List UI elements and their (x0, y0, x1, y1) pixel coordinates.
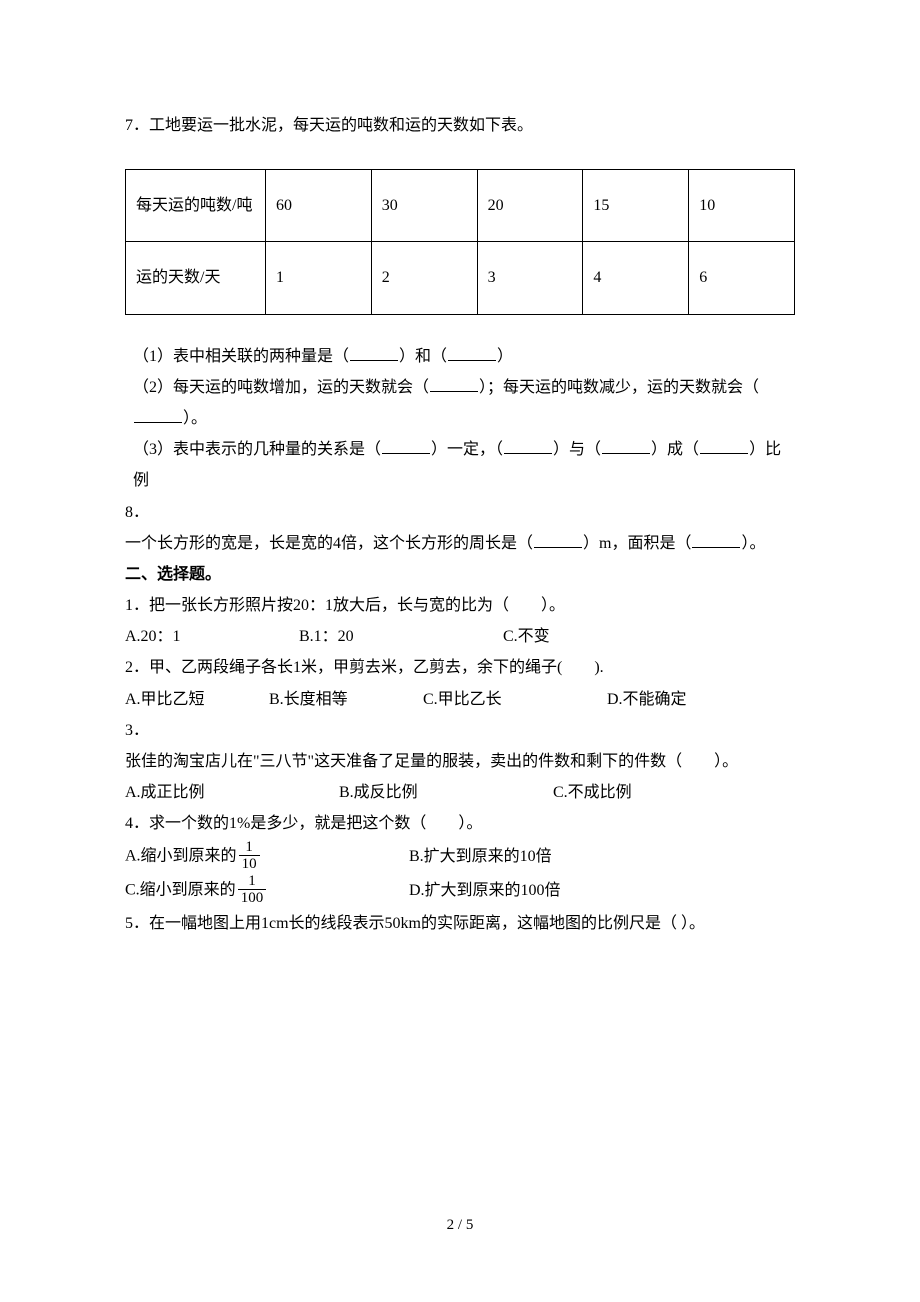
option-c: C.缩小到原来的1100 (125, 874, 405, 908)
text: （2）每天运的吨数增加，运的天数就会（ (133, 379, 429, 396)
text: （1）表中相关联的两种量是（ (133, 348, 349, 365)
q7-sub1: （1）表中相关联的两种量是（ ）和（ ） (125, 341, 795, 372)
cell: 1 (266, 242, 372, 314)
option-c: C.甲比乙长 (423, 684, 603, 715)
q7-intro: 7．工地要运一批水泥，每天运的吨数和运的天数如下表。 (125, 110, 795, 141)
s2q4-row1: A.缩小到原来的110 B.扩大到原来的10倍 (125, 840, 795, 874)
text: C.缩小到原来的 (125, 881, 236, 898)
cell: 10 (689, 170, 795, 242)
option-b: B.成反比例 (339, 777, 549, 808)
s2q3-stem: 张佳的淘宝店儿在"三八节"这天准备了足量的服装，卖出的件数和剩下的件数（ ）。 (125, 746, 795, 777)
text: ）与（ (553, 441, 601, 458)
text: ）一定，（ (431, 441, 503, 458)
text: ）。 (681, 915, 705, 932)
fraction: 110 (239, 839, 260, 873)
blank (382, 438, 430, 454)
blank (602, 438, 650, 454)
s2q1-options: A.20：1 B.1：20 C.不变 (125, 621, 795, 652)
denominator: 100 (238, 890, 267, 907)
text: ）。 (741, 535, 765, 552)
blank (134, 407, 182, 423)
option-d: D.不能确定 (607, 684, 687, 715)
row2-label: 运的天数/天 (126, 242, 266, 314)
cell: 60 (266, 170, 372, 242)
cell: 30 (371, 170, 477, 242)
text: ）和（ (399, 348, 447, 365)
cell: 6 (689, 242, 795, 314)
blank (448, 345, 496, 361)
text: ） (497, 348, 513, 365)
cell: 4 (583, 242, 689, 314)
text: 一个长方形的宽是，长是宽的4倍，这个长方形的周长是（ (125, 535, 533, 552)
cell: 20 (477, 170, 583, 242)
option-c: C.不变 (503, 621, 550, 652)
s2q5-stem: 5．在一幅地图上用1cm长的线段表示50km的实际距离，这幅地图的比例尺是（ ）… (125, 908, 795, 939)
section-2-label: 二、选择题。 (125, 559, 795, 590)
cell: 3 (477, 242, 583, 314)
option-d: D.扩大到原来的100倍 (409, 875, 561, 906)
table-row: 每天运的吨数/吨 60 30 20 15 10 (126, 170, 795, 242)
option-c: C.不成比例 (553, 777, 632, 808)
cell: 15 (583, 170, 689, 242)
blank (350, 345, 398, 361)
text: A.缩小到原来的 (125, 847, 237, 864)
q7-sub2: （2）每天运的吨数增加，运的天数就会（ ）；每天运的吨数减少，运的天数就会（ ）。 (125, 372, 795, 434)
s2q3-options: A.成正比例 B.成反比例 C.不成比例 (125, 777, 795, 808)
cell: 2 (371, 242, 477, 314)
numerator: 1 (238, 873, 267, 891)
text: ）；每天运的吨数减少，运的天数就会（ (479, 379, 759, 396)
blank (430, 376, 478, 392)
denominator: 10 (239, 856, 260, 873)
option-a: A.成正比例 (125, 777, 335, 808)
option-a: A.甲比乙短 (125, 684, 265, 715)
text: （3）表中表示的几种量的关系是（ (133, 441, 381, 458)
option-a: A.缩小到原来的110 (125, 840, 405, 874)
table-row: 运的天数/天 1 2 3 4 6 (126, 242, 795, 314)
text: 5．在一幅地图上用1cm长的线段表示50km的实际距离，这幅地图的比例尺是（ (125, 915, 677, 932)
page-footer: 2 / 5 (0, 1211, 920, 1240)
s2q2-options: A.甲比乙短 B.长度相等 C.甲比乙长 D.不能确定 (125, 684, 795, 715)
s2q1-stem: 1．把一张长方形照片按20：1放大后，长与宽的比为（ ）。 (125, 590, 795, 621)
fraction: 1100 (238, 873, 267, 907)
q7-table: 每天运的吨数/吨 60 30 20 15 10 运的天数/天 1 2 3 4 6 (125, 169, 795, 314)
option-b: B.1：20 (299, 621, 499, 652)
blank (700, 438, 748, 454)
s2q4-options: A.缩小到原来的110 B.扩大到原来的10倍 C.缩小到原来的1100 D.扩… (125, 840, 795, 908)
blank (504, 438, 552, 454)
text: ）m，面积是（ (583, 535, 691, 552)
s2q4-row2: C.缩小到原来的1100 D.扩大到原来的100倍 (125, 874, 795, 908)
numerator: 1 (239, 839, 260, 857)
s2q2-stem: 2．甲、乙两段绳子各长1米，甲剪去米，乙剪去，余下的绳子( ). (125, 652, 795, 683)
blank (534, 532, 582, 548)
q7-sub3: （3）表中表示的几种量的关系是（）一定，（）与（）成（）比例 (125, 434, 795, 496)
text: ）成（ (651, 441, 699, 458)
q8-num: 8． (125, 497, 795, 528)
s2q3-num: 3． (125, 715, 795, 746)
blank (692, 532, 740, 548)
q8-body: 一个长方形的宽是，长是宽的4倍，这个长方形的周长是（ ）m，面积是（ ）。 (125, 528, 795, 559)
option-a: A.20：1 (125, 621, 295, 652)
row1-label: 每天运的吨数/吨 (126, 170, 266, 242)
option-b: B.扩大到原来的10倍 (409, 841, 552, 872)
s2q4-stem: 4．求一个数的1%是多少，就是把这个数（ ）。 (125, 808, 795, 839)
option-b: B.长度相等 (269, 684, 419, 715)
text: ）。 (183, 410, 207, 427)
